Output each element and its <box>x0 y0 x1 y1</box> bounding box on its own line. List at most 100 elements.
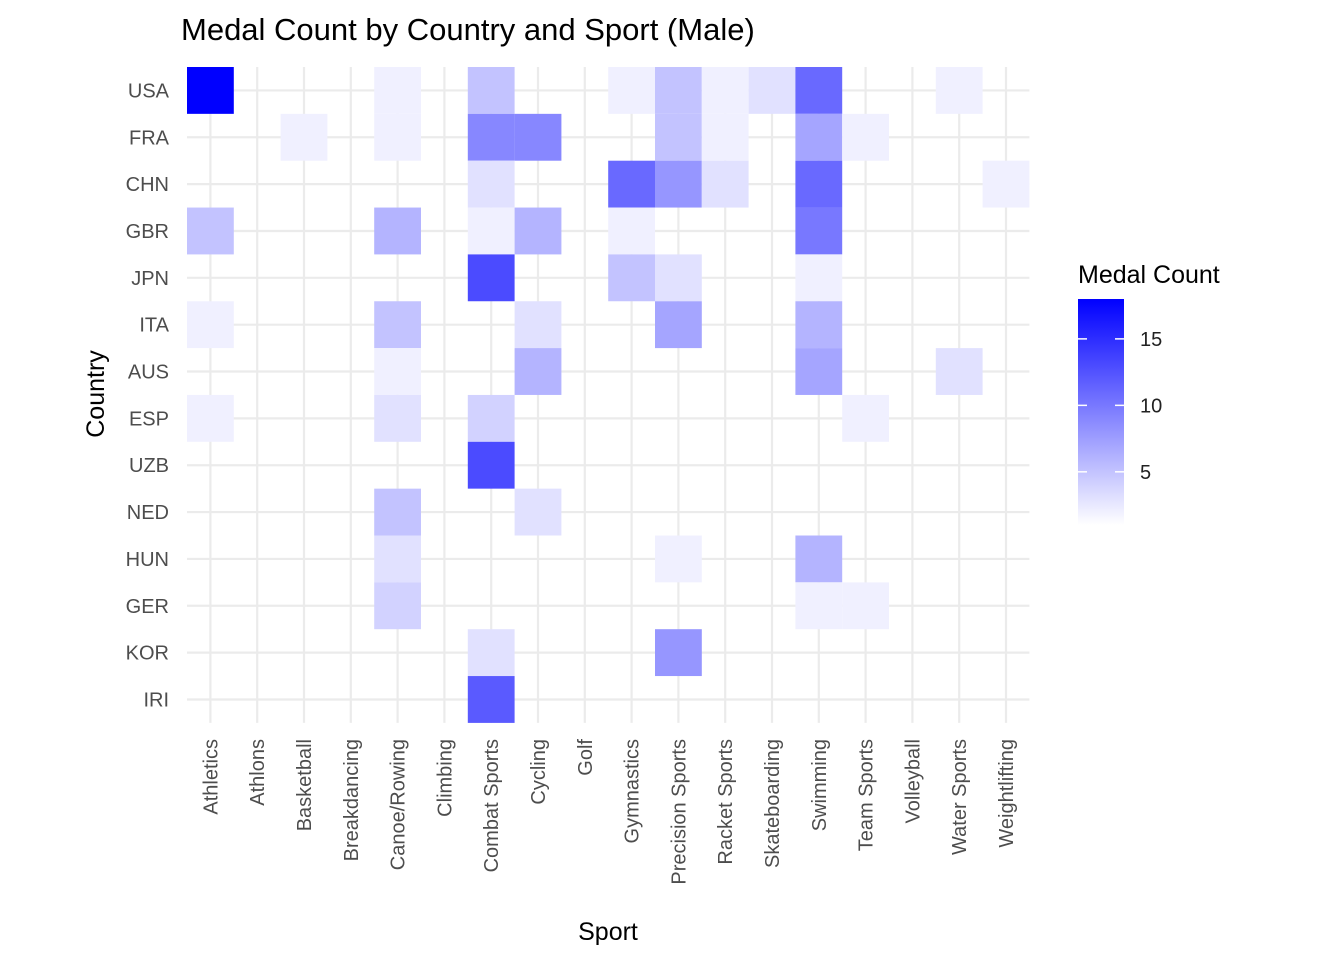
x-tick-label-athletics: Athletics <box>200 739 222 815</box>
y-tick-label-fra: FRA <box>129 127 170 149</box>
legend-colorbar <box>1078 299 1124 525</box>
legend-title: Medal Count <box>1078 261 1220 289</box>
x-axis-title: Sport <box>578 918 638 946</box>
heatmap-cell-chn-combat-sports <box>467 160 515 208</box>
x-tick-label-team-sports: Team Sports <box>856 739 878 851</box>
y-tick-label-usa: USA <box>128 80 170 102</box>
heatmap-cell-gbr-athletics <box>187 207 234 255</box>
heatmap-cell-usa-athletics <box>187 67 234 114</box>
x-tick-label-golf: Golf <box>575 739 597 776</box>
heatmap-cell-ger-team-sports <box>842 582 889 630</box>
heatmap-cell-ned-cycling <box>514 488 562 536</box>
heatmap-cell-hun-canoe-rowing <box>374 535 421 583</box>
heatmap-cell-fra-precision-sports <box>655 113 702 161</box>
x-tick-label-cycling: Cycling <box>528 739 550 805</box>
y-tick-label-kor: KOR <box>126 643 169 665</box>
y-axis-ticks: USA FRA CHN GBR JPN ITA AUS ESP UZB NED HUN GER KOR I… <box>126 80 170 711</box>
x-tick-label-precision-sports: Precision Sports <box>668 739 690 885</box>
heatmap-cell-usa-skateboarding <box>748 67 796 114</box>
heatmap-cell-ger-canoe-rowing <box>374 582 421 630</box>
heatmap-cell-ita-athletics <box>187 301 234 349</box>
heatmap-cell-fra-swimming <box>795 113 843 161</box>
heatmap-cell-jpn-combat-sports <box>467 254 515 302</box>
heatmap-cell-usa-combat-sports <box>467 67 515 114</box>
heatmap-cell-aus-swimming <box>795 348 843 395</box>
heatmap-cell-ger-swimming <box>795 582 843 630</box>
x-tick-label-breakdancing: Breakdancing <box>341 739 363 861</box>
heatmap-cell-jpn-gymnastics <box>608 254 655 302</box>
heatmap-cell-hun-swimming <box>795 535 843 583</box>
heatmap-cell-gbr-canoe-rowing <box>374 207 421 255</box>
x-tick-label-swimming: Swimming <box>809 739 831 831</box>
heatmap-cell-esp-canoe-rowing <box>374 394 421 442</box>
legend: Medal Count 5 10 15 <box>1078 261 1220 525</box>
heatmap-cell-jpn-swimming <box>795 254 843 302</box>
x-tick-label-athlons: Athlons <box>247 739 269 806</box>
heatmap-cell-aus-cycling <box>514 348 562 395</box>
y-tick-label-chn: CHN <box>126 174 169 196</box>
heatmap-cell-fra-combat-sports <box>467 113 515 161</box>
x-tick-label-weightlifting: Weightlifting <box>996 739 1018 848</box>
heatmap-cell-usa-gymnastics <box>608 67 655 114</box>
heatmap-cell-hun-precision-sports <box>655 535 702 583</box>
y-tick-label-iri: IRI <box>143 689 169 711</box>
chart-title: Medal Count by Country and Sport (Male) <box>181 12 755 47</box>
heatmap-cell-kor-precision-sports <box>655 629 702 677</box>
x-tick-label-skateboarding: Skateboarding <box>762 739 784 868</box>
heatmap-cells <box>187 67 1030 723</box>
heatmap-cell-gbr-swimming <box>795 207 843 255</box>
heatmap-cell-chn-gymnastics <box>608 160 655 208</box>
y-tick-label-ita: ITA <box>139 315 169 337</box>
heatmap-cell-ita-swimming <box>795 301 843 349</box>
x-axis-ticks: Athletics Athlons Basketball Breakdancing Ca… <box>200 739 1018 885</box>
heatmap-cell-fra-canoe-rowing <box>374 113 421 161</box>
heatmap-cell-iri-combat-sports <box>467 676 515 723</box>
x-tick-label-gymnastics: Gymnastics <box>622 739 644 843</box>
heatmap-cell-esp-athletics <box>187 394 234 442</box>
heatmap-cell-uzb-combat-sports <box>467 441 515 489</box>
legend-ticks: 5 10 15 <box>1078 329 1162 484</box>
y-tick-label-aus: AUS <box>128 362 169 384</box>
y-tick-label-ger: GER <box>126 596 169 618</box>
x-tick-label-volleyball: Volleyball <box>902 739 924 824</box>
heatmap-cell-gbr-combat-sports <box>467 207 515 255</box>
heatmap-cell-fra-team-sports <box>842 113 889 161</box>
heatmap-cell-chn-racket-sports <box>701 160 749 208</box>
y-axis-title: Country <box>82 350 110 438</box>
heatmap-cell-ned-canoe-rowing <box>374 488 421 536</box>
heatmap-cell-jpn-precision-sports <box>655 254 702 302</box>
heatmap-cell-usa-precision-sports <box>655 67 702 114</box>
y-tick-label-jpn: JPN <box>131 268 169 290</box>
heatmap-cell-gbr-gymnastics <box>608 207 655 255</box>
heatmap-cell-chn-precision-sports <box>655 160 702 208</box>
x-tick-label-canoe-rowing: Canoe/Rowing <box>388 739 410 870</box>
legend-tick-label-5: 5 <box>1140 462 1151 484</box>
y-tick-label-gbr: GBR <box>126 221 169 243</box>
x-tick-label-basketball: Basketball <box>294 739 316 831</box>
heatmap-cell-fra-cycling <box>514 113 562 161</box>
heatmap-cell-esp-combat-sports <box>467 394 515 442</box>
x-tick-label-climbing: Climbing <box>434 739 456 817</box>
y-tick-label-esp: ESP <box>129 408 169 430</box>
heatmap-cell-fra-basketball <box>280 113 328 161</box>
heatmap-cell-chn-swimming <box>795 160 843 208</box>
legend-tick-label-10: 10 <box>1140 395 1162 417</box>
heatmap-cell-ita-canoe-rowing <box>374 301 421 349</box>
heatmap-cell-aus-canoe-rowing <box>374 348 421 395</box>
legend-tick-label-15: 15 <box>1140 329 1162 351</box>
y-tick-label-hun: HUN <box>126 549 169 571</box>
heatmap-cell-usa-swimming <box>795 67 843 114</box>
heatmap-cell-fra-racket-sports <box>701 113 749 161</box>
heatmap-cell-ita-precision-sports <box>655 301 702 349</box>
heatmap-cell-chn-weightlifting <box>982 160 1030 208</box>
heatmap-cell-kor-combat-sports <box>467 629 515 677</box>
heatmap-cell-gbr-cycling <box>514 207 562 255</box>
y-tick-label-uzb: UZB <box>129 455 169 477</box>
heatmap-cell-esp-team-sports <box>842 394 889 442</box>
y-tick-label-ned: NED <box>127 502 169 524</box>
x-tick-label-combat-sports: Combat Sports <box>481 739 503 872</box>
heatmap-cell-usa-water-sports <box>935 67 983 114</box>
heatmap-cell-usa-canoe-rowing <box>374 67 421 114</box>
heatmap-cell-aus-water-sports <box>935 348 983 395</box>
